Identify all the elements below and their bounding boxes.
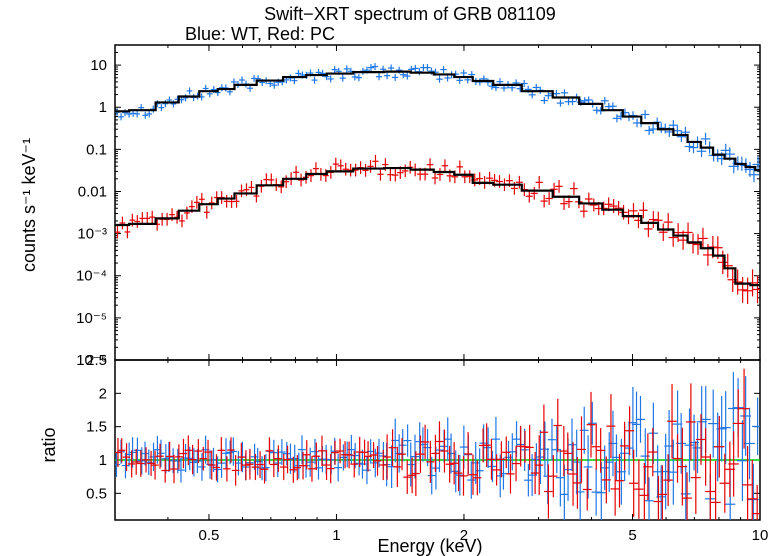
svg-text:1: 1 bbox=[99, 452, 107, 469]
svg-text:ratio: ratio bbox=[39, 427, 59, 462]
svg-text:1: 1 bbox=[99, 99, 107, 116]
svg-text:10: 10 bbox=[752, 527, 769, 544]
svg-text:2: 2 bbox=[460, 527, 468, 544]
svg-text:10⁻⁴: 10⁻⁴ bbox=[76, 268, 107, 285]
svg-text:0.5: 0.5 bbox=[199, 527, 220, 544]
svg-text:0.5: 0.5 bbox=[86, 485, 107, 502]
svg-text:10⁻³: 10⁻³ bbox=[77, 226, 107, 243]
svg-text:1: 1 bbox=[332, 527, 340, 544]
svg-text:1.5: 1.5 bbox=[86, 419, 107, 436]
svg-text:0.01: 0.01 bbox=[78, 183, 107, 200]
svg-text:Blue: WT, Red: PC: Blue: WT, Red: PC bbox=[185, 24, 335, 44]
svg-text:2: 2 bbox=[99, 385, 107, 402]
svg-text:counts s⁻¹ keV⁻¹: counts s⁻¹ keV⁻¹ bbox=[19, 138, 39, 272]
svg-text:10: 10 bbox=[90, 57, 107, 74]
svg-text:Swift−XRT spectrum of GRB 0811: Swift−XRT spectrum of GRB 081109 bbox=[264, 4, 556, 24]
svg-text:5: 5 bbox=[628, 527, 636, 544]
svg-text:10⁻⁵: 10⁻⁵ bbox=[76, 310, 107, 327]
svg-text:2.5: 2.5 bbox=[86, 352, 107, 369]
spectrum-plot: Swift−XRT spectrum of GRB 081109Blue: WT… bbox=[0, 0, 777, 556]
svg-text:0.1: 0.1 bbox=[86, 141, 107, 158]
